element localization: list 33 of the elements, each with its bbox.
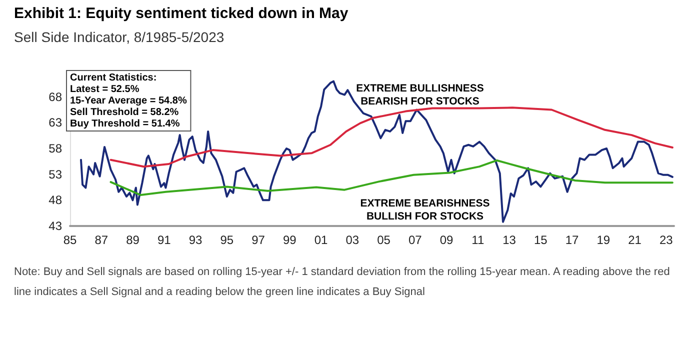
x-tick-label: 97 (252, 233, 266, 247)
x-tick-label: 93 (188, 233, 202, 247)
x-tick-label: 89 (126, 233, 140, 247)
x-tick-label: 11 (472, 233, 484, 247)
line-series (110, 159, 674, 196)
x-tick-label: 15 (534, 233, 548, 247)
x-tick-label: 91 (157, 233, 172, 247)
y-tick-label: 63 (48, 116, 62, 130)
x-tick-label: 17 (565, 233, 580, 247)
x-tick-label: 19 (596, 233, 610, 247)
y-tick-label: 43 (48, 219, 62, 233)
y-tick-label: 48 (48, 193, 62, 208)
x-tick-label: 99 (282, 233, 297, 247)
y-tick-label: 68 (48, 90, 62, 104)
annotation: EXTREME BULLISHNESS BEARISH FOR STOCKS (356, 82, 484, 108)
x-tick-label: 07 (408, 233, 422, 247)
annotation: EXTREME BEARISHNESS BULLISH FOR STOCKS (360, 198, 490, 222)
text: Note: Buy and Sell signals are based on rolling 15-year +/- 1 standard deviation from the rolling 15-year mean. A reading above the red line indicates a Sell Signal and a reading below the green line indicates a Buy Signal (14, 266, 673, 298)
chart-title: Exhibit 1: Equity sentiment ticked down in May (14, 5, 349, 22)
y-tick-label: 58 (48, 142, 62, 156)
x-tick-label: 09 (440, 233, 454, 247)
x-tick-label: 85 (63, 233, 77, 247)
chart-subtitle: Sell Side Indicator, 8/1985-5/2023 (14, 29, 224, 45)
x-tick-label: 23 (659, 233, 674, 247)
x-tick-label: 03 (346, 233, 360, 247)
x-tick-label: 21 (628, 233, 642, 247)
y-tick-label: 53 (48, 167, 62, 182)
annotation: Current Statistics: Latest = 52.5% 15-Year Average = 54.8% Sell Threshold = 58.2% Buy Threshold = 51.4% (70, 72, 187, 130)
x-tick-label: 87 (94, 233, 108, 247)
x-tick-label: 95 (220, 233, 234, 247)
x-tick-label: 01 (314, 233, 328, 247)
x-tick-label: 05 (377, 233, 391, 247)
x-tick-label: 13 (502, 233, 516, 247)
